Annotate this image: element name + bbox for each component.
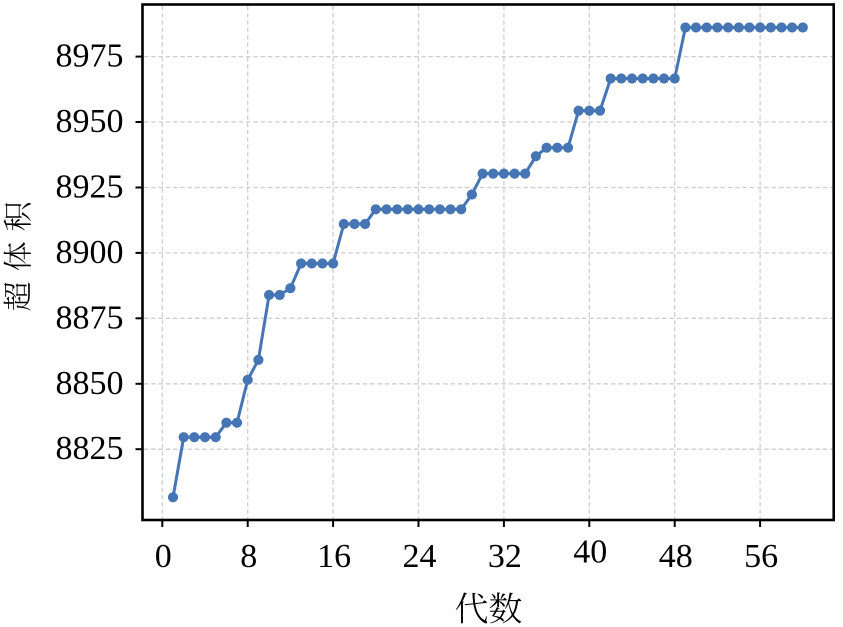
svg-text:8: 8	[240, 538, 257, 575]
svg-text:8925: 8925	[56, 169, 124, 206]
svg-text:8875: 8875	[56, 299, 124, 336]
svg-text:32: 32	[488, 538, 522, 575]
svg-text:40: 40	[573, 534, 607, 571]
svg-text:8950: 8950	[56, 103, 124, 140]
svg-text:24: 24	[403, 538, 437, 575]
svg-text:16: 16	[317, 538, 351, 575]
svg-text:0: 0	[155, 538, 172, 575]
svg-text:8900: 8900	[56, 234, 124, 271]
svg-text:8975: 8975	[56, 38, 124, 75]
svg-text:8850: 8850	[56, 365, 124, 402]
svg-text:56: 56	[744, 538, 778, 575]
svg-text:8825: 8825	[56, 430, 124, 467]
svg-text:48: 48	[659, 538, 693, 575]
